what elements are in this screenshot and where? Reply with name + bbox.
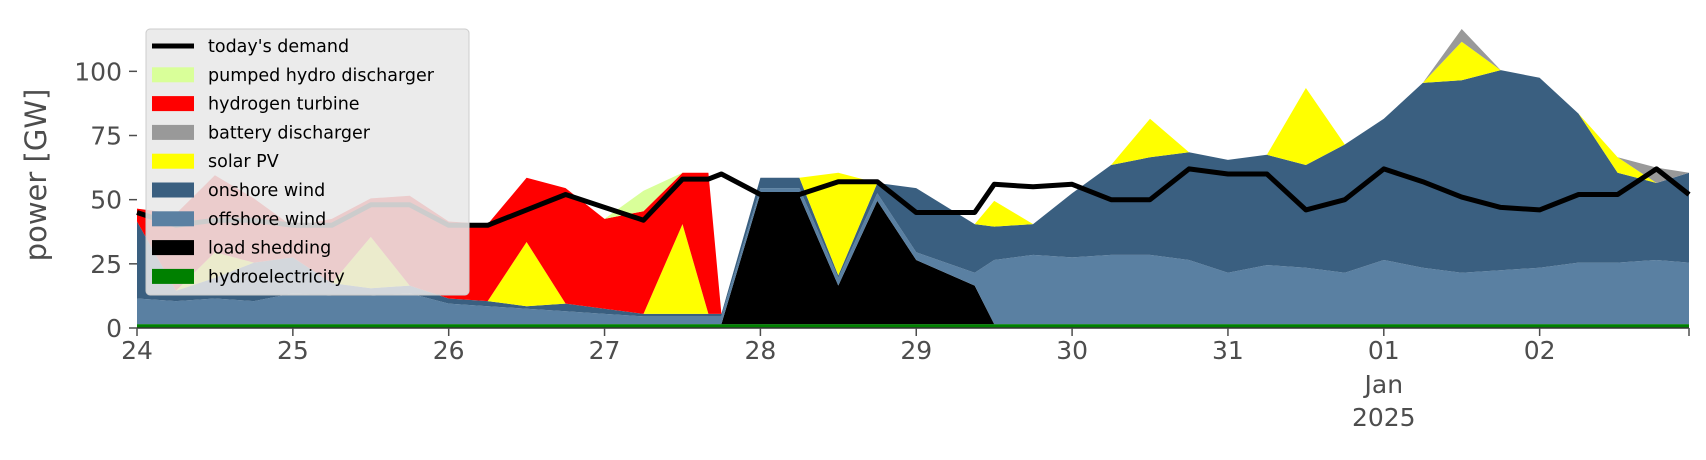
x-tick-sublabel: 2025 [1352,403,1416,432]
x-tick-label: 26 [433,336,465,365]
legend-box [145,28,470,296]
y-tick-label: 100 [74,57,122,86]
legend-label: hydroelectricity [208,267,345,287]
legend-swatch [152,240,194,256]
legend-item: today's demand [152,37,349,57]
legend-item: solar PV [152,152,279,172]
y-tick-label: 25 [90,250,122,279]
area-hydrogen-turbine [137,29,1689,314]
y-tick-label: 0 [106,314,122,343]
legend-item: hydroelectricity [152,267,345,287]
area-offshore-wind [137,188,1689,325]
x-tick-label: 24 [121,336,153,365]
legend-swatch [152,268,194,284]
legend-label: hydrogen turbine [208,95,360,115]
x-tick-label: 28 [744,336,776,365]
area-load-shedding [137,193,1689,325]
y-axis-ticks: 0 25 50 75 100 [74,57,137,343]
legend-swatch [152,211,194,227]
legend-item: load shedding [152,239,331,259]
legend-swatch [152,96,194,112]
stacked-areas [137,29,1689,328]
legend-label: solar PV [208,152,279,172]
legend-swatch [152,153,194,169]
y-tick-label: 50 [90,186,122,215]
x-tick-label: 27 [589,336,621,365]
x-tick-sublabel: Jan [1363,370,1404,399]
legend-swatch [152,182,194,198]
legend-label: offshore wind [208,210,326,230]
x-tick-label: 31 [1212,336,1244,365]
y-tick-label: 75 [90,122,122,151]
legend-item: pumped hydro discharger [152,66,435,86]
legend-label: today's demand [208,37,349,57]
legend-swatch [152,124,194,140]
x-axis-ticks: 24 25 26 27 28 29 30 31 01 Jan 2025 02 [121,328,1690,432]
legend-item: offshore wind [152,210,326,230]
x-tick-label: 25 [277,336,309,365]
legend-swatch [152,67,194,83]
legend-label: pumped hydro discharger [208,66,435,86]
y-axis-title: power [GW] [19,89,53,262]
x-tick-label: 01 [1368,336,1400,365]
legend: today's demand pumped hydro discharger hyd… [145,28,470,296]
legend-item: hydrogen turbine [152,95,360,115]
legend-item: battery discharger [152,123,371,143]
area-onshore-wind [137,70,1689,317]
area-hydroelectricity [137,324,1689,328]
legend-label: battery discharger [208,123,371,143]
area-solar-pv [137,41,1689,314]
legend-label: onshore wind [208,181,325,201]
x-tick-label: 29 [900,336,932,365]
legend-item: onshore wind [152,181,325,201]
legend-label: load shedding [208,239,331,259]
x-tick-label: 30 [1056,336,1088,365]
x-tick-label: 02 [1524,336,1556,365]
